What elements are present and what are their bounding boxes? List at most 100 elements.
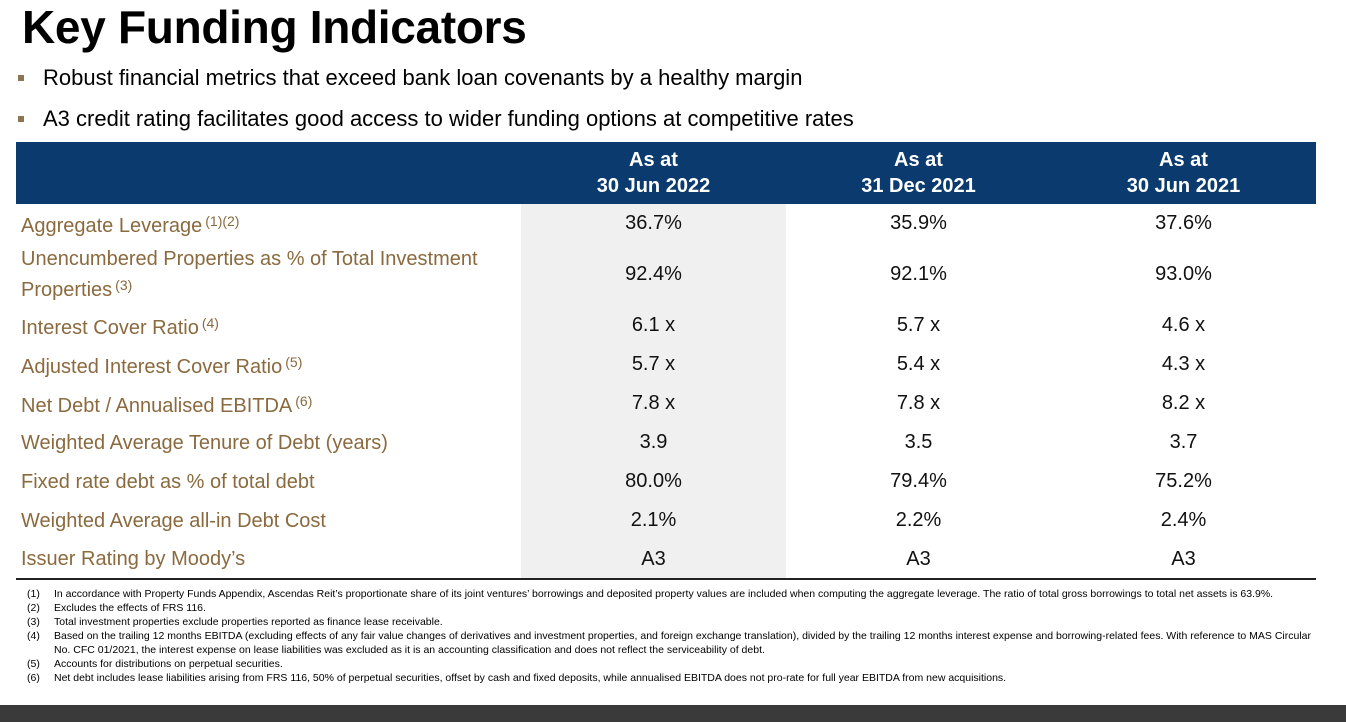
footnote-text: Excludes the effects of FRS 116.	[54, 601, 1312, 615]
footnote: (5) Accounts for distributions on perpetu…	[27, 657, 1312, 671]
row-label: Weighted Average Tenure of Debt (years)	[16, 423, 521, 462]
row-value: 8.2 x	[1051, 384, 1316, 423]
row-label-text: Aggregate Leverage	[21, 215, 202, 237]
footnotes: (1) In accordance with Property Funds App…	[27, 587, 1312, 685]
row-label: Weighted Average all-in Debt Cost	[16, 501, 521, 540]
footnote: (4) Based on the trailing 12 months EBITD…	[27, 629, 1312, 657]
table-row: Weighted Average Tenure of Debt (years) 3…	[16, 423, 1316, 462]
footnote-number: (5)	[27, 657, 54, 671]
row-value: 5.7 x	[786, 306, 1051, 345]
row-value: 2.1%	[521, 501, 786, 540]
row-label: Net Debt / Annualised EBITDA (6)	[16, 384, 521, 423]
row-label: Adjusted Interest Cover Ratio (5)	[16, 345, 521, 384]
row-label: Unencumbered Properties as % of Total In…	[16, 243, 521, 306]
row-label-text: Weighted Average all-in Debt Cost	[21, 510, 326, 532]
footnote-ref: (4)	[202, 315, 219, 331]
bullet-text: A3 credit rating facilitates good access…	[43, 106, 854, 131]
bullet-item: A3 credit rating facilitates good access…	[18, 103, 854, 144]
row-value: 93.0%	[1051, 243, 1316, 306]
column-header-31-dec-2021: As at 31 Dec 2021	[786, 142, 1051, 204]
footnote-text: Total investment properties exclude prop…	[54, 615, 1312, 629]
footnote: (3) Total investment properties exclude p…	[27, 615, 1312, 629]
row-label-text-continued: Properties	[21, 279, 112, 301]
row-value: 3.5	[786, 423, 1051, 462]
bottom-bar	[0, 705, 1346, 722]
row-value: 2.4%	[1051, 501, 1316, 540]
column-header-line: As at	[521, 147, 786, 173]
footnote-number: (2)	[27, 601, 54, 615]
footnote-text: Based on the trailing 12 months EBITDA (…	[54, 629, 1312, 657]
row-value: 92.1%	[786, 243, 1051, 306]
row-label-text: Fixed rate debt as % of total debt	[21, 471, 315, 493]
row-label-text: Adjusted Interest Cover Ratio	[21, 356, 282, 378]
row-value: A3	[521, 540, 786, 579]
square-bullet-icon	[18, 116, 24, 122]
footnote-number: (6)	[27, 671, 54, 685]
column-header-line: As at	[786, 147, 1051, 173]
row-value: 75.2%	[1051, 462, 1316, 501]
row-value: 5.4 x	[786, 345, 1051, 384]
row-value: 3.9	[521, 423, 786, 462]
table-row: Fixed rate debt as % of total debt 80.0% 7…	[16, 462, 1316, 501]
row-value: 35.9%	[786, 204, 1051, 243]
row-value: 37.6%	[1051, 204, 1316, 243]
row-value: 92.4%	[521, 243, 786, 306]
column-header-date: 31 Dec 2021	[786, 173, 1051, 199]
column-header-30-jun-2021: As at 30 Jun 2021	[1051, 142, 1316, 204]
column-header-30-jun-2022: As at 30 Jun 2022	[521, 142, 786, 204]
footnote-number: (3)	[27, 615, 54, 629]
row-value: A3	[786, 540, 1051, 579]
table-row: Adjusted Interest Cover Ratio (5) 5.7 x 5.4…	[16, 345, 1316, 384]
footnote: (1) In accordance with Property Funds App…	[27, 587, 1312, 601]
table-row: Interest Cover Ratio (4) 6.1 x 5.7 x 4.6 x	[16, 306, 1316, 345]
row-value: 79.4%	[786, 462, 1051, 501]
row-label: Interest Cover Ratio (4)	[16, 306, 521, 345]
square-bullet-icon	[18, 75, 24, 81]
column-header-line: As at	[1051, 147, 1316, 173]
bullet-text: Robust financial metrics that exceed ban…	[43, 65, 802, 90]
row-label-text: Net Debt / Annualised EBITDA	[21, 395, 292, 417]
footnote-number: (4)	[27, 629, 54, 657]
table-row: Aggregate Leverage (1)(2) 36.7% 35.9% 37.6%	[16, 204, 1316, 243]
row-label: Aggregate Leverage (1)(2)	[16, 204, 521, 243]
footnote-ref: (3)	[115, 277, 132, 293]
table-row: Net Debt / Annualised EBITDA (6) 7.8 x 7.8 …	[16, 384, 1316, 423]
row-value: 6.1 x	[521, 306, 786, 345]
row-label: Fixed rate debt as % of total debt	[16, 462, 521, 501]
row-label: Issuer Rating by Moody’s	[16, 540, 521, 579]
row-value: 5.7 x	[521, 345, 786, 384]
row-label-text: Weighted Average Tenure of Debt (years)	[21, 432, 388, 454]
table-row: Issuer Rating by Moody’s A3 A3 A3	[16, 540, 1316, 579]
column-header-date: 30 Jun 2021	[1051, 173, 1316, 199]
table-header-row: As at 30 Jun 2022 As at 31 Dec 2021 As a…	[16, 142, 1316, 204]
footnote-ref: (1)(2)	[205, 213, 239, 229]
page-title: Key Funding Indicators	[22, 0, 527, 54]
column-header-date: 30 Jun 2022	[521, 173, 786, 199]
footnote: (2) Excludes the effects of FRS 116.	[27, 601, 1312, 615]
row-value: 7.8 x	[521, 384, 786, 423]
funding-indicators-table: As at 30 Jun 2022 As at 31 Dec 2021 As a…	[16, 142, 1316, 580]
row-value: 80.0%	[521, 462, 786, 501]
footnote-ref: (5)	[285, 354, 302, 370]
row-label-text: Issuer Rating by Moody’s	[21, 548, 245, 570]
row-value: 2.2%	[786, 501, 1051, 540]
footnote-text: In accordance with Property Funds Append…	[54, 587, 1312, 601]
row-value: A3	[1051, 540, 1316, 579]
table-row: Unencumbered Properties as % of Total In…	[16, 243, 1316, 306]
footnote-number: (1)	[27, 587, 54, 601]
row-value: 4.6 x	[1051, 306, 1316, 345]
bullet-list: Robust financial metrics that exceed ban…	[18, 62, 854, 144]
header-corner	[16, 142, 521, 204]
table-row: Weighted Average all-in Debt Cost 2.1% 2.2…	[16, 501, 1316, 540]
row-label-text: Interest Cover Ratio	[21, 317, 199, 339]
row-value: 7.8 x	[786, 384, 1051, 423]
footnote-ref: (6)	[295, 393, 312, 409]
row-label-text: Unencumbered Properties as % of Total In…	[21, 248, 478, 270]
footnote: (6) Net debt includes lease liabilities a…	[27, 671, 1312, 685]
footnote-text: Accounts for distributions on perpetual …	[54, 657, 1312, 671]
row-value: 4.3 x	[1051, 345, 1316, 384]
bullet-item: Robust financial metrics that exceed ban…	[18, 62, 854, 103]
row-value: 36.7%	[521, 204, 786, 243]
footnote-text: Net debt includes lease liabilities aris…	[54, 671, 1312, 685]
row-value: 3.7	[1051, 423, 1316, 462]
